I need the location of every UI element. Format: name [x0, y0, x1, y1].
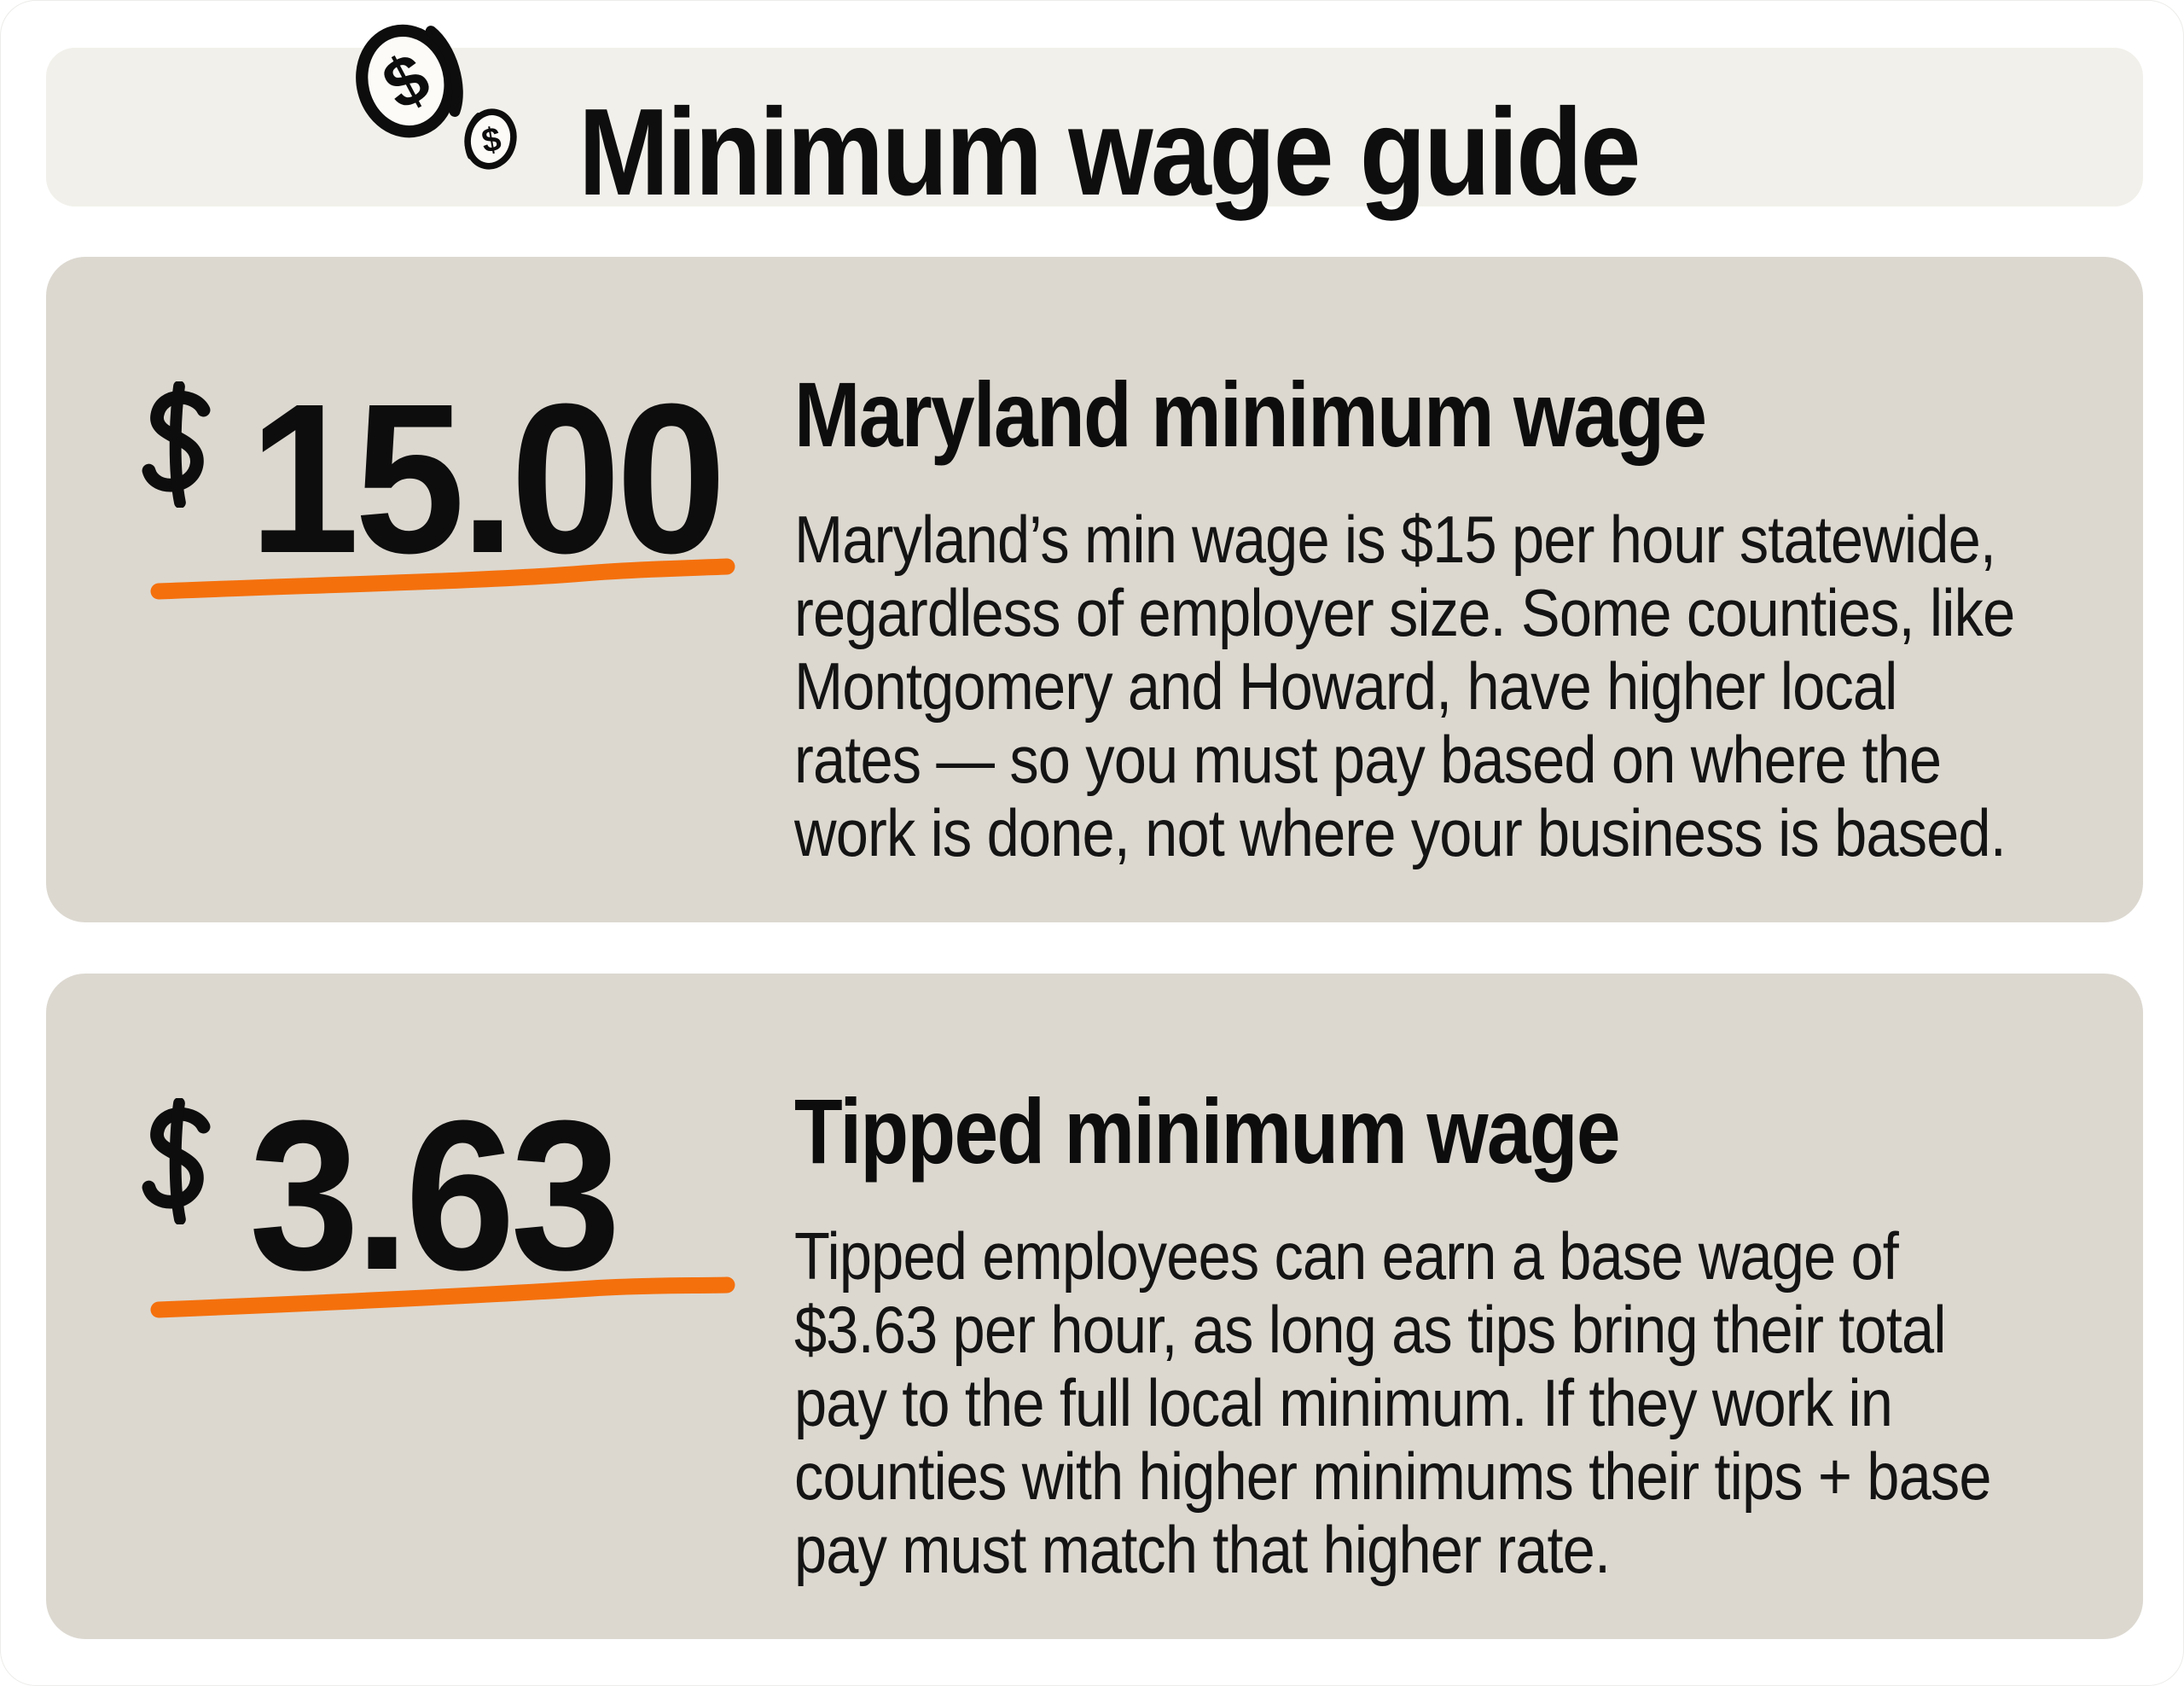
card-body-text: Maryland’s min wage is $15 per hour stat…	[794, 502, 2015, 870]
wage-card-maryland: 15.00 Maryland minimum wage Maryland’s m…	[46, 257, 2143, 922]
card-body-text: Tipped employees can earn a base wage of…	[794, 1218, 1992, 1587]
amount-value: 3.63	[249, 1076, 621, 1314]
card-heading: Tipped minimum wage	[794, 1079, 1621, 1183]
hand-drawn-dollar-icon	[130, 381, 225, 508]
page-title: Minimum wage guide	[578, 83, 1641, 221]
dollar-coin-small-icon: $	[458, 105, 523, 173]
hand-drawn-dollar-icon	[130, 1098, 225, 1224]
orange-underline	[148, 1274, 737, 1318]
dollar-coin-large-icon: $	[349, 20, 470, 141]
amount-value: 15.00	[249, 359, 727, 597]
orange-underline	[148, 557, 737, 602]
wage-card-tipped: 3.63 Tipped minimum wage Tipped employee…	[46, 974, 2143, 1639]
card-heading: Maryland minimum wage	[794, 363, 1707, 466]
